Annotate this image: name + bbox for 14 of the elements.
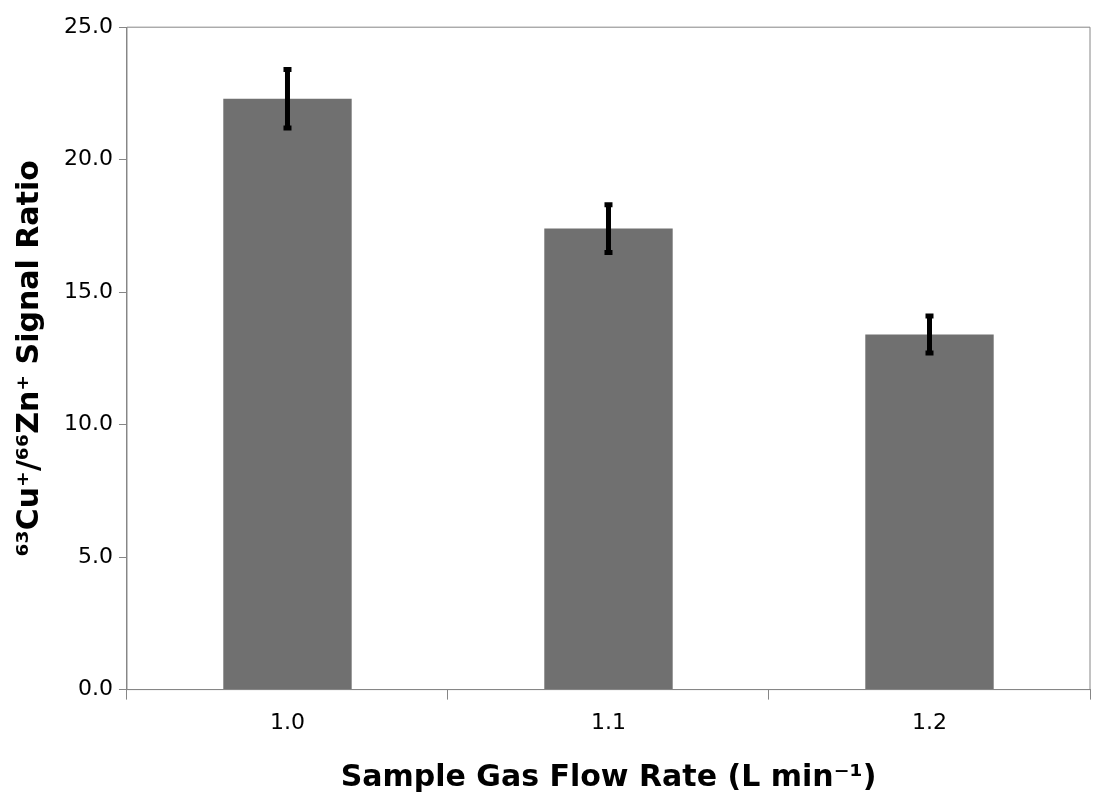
x-tick-label: 1.0: [269, 708, 305, 734]
bar: [544, 228, 673, 690]
x-tick-label: 1.2: [912, 708, 947, 734]
y-axis-title: ⁶³Cu⁺/⁶⁶Zn⁺ Signal Ratio: [9, 160, 45, 557]
bar: [223, 98, 352, 690]
y-tick-label: 5.0: [77, 542, 113, 568]
bar: [865, 334, 994, 690]
y-tick-label: 15.0: [64, 277, 113, 303]
y-tick-label: 25.0: [64, 12, 113, 38]
y-tick-label: 10.0: [64, 410, 113, 436]
y-tick-label: 20.0: [64, 145, 113, 171]
y-tick-label: 0.0: [77, 675, 113, 701]
x-axis-title: Sample Gas Flow Rate (L min⁻¹): [340, 757, 877, 793]
x-tick-label: 1.1: [590, 708, 626, 734]
